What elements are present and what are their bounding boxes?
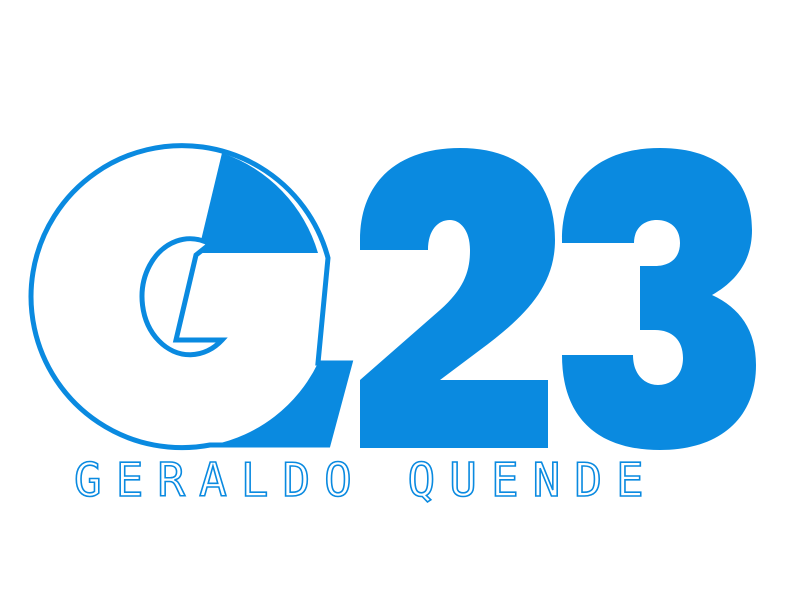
logo-name-text: GERALDO QUENDE <box>74 456 658 507</box>
digit-two-shape <box>360 148 555 448</box>
name-lettering-icon: GERALDO QUENDE <box>74 456 658 508</box>
g-monogram-icon <box>28 143 354 451</box>
digit-three-shape <box>562 148 756 450</box>
